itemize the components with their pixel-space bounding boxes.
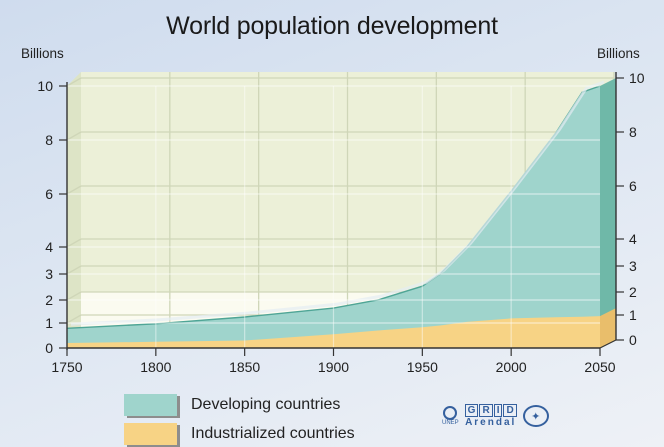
grid-letter: R (479, 404, 493, 417)
x-tick-label: 2050 (584, 359, 615, 375)
unep-emblem-icon (443, 406, 458, 420)
y-tick-label-left: 6 (45, 186, 53, 202)
y-tick-label-left: 2 (45, 292, 53, 308)
y-tick-label-left: 0 (45, 340, 53, 356)
y-axis-unit-left: Billions (21, 46, 64, 61)
x-tick-label: 1900 (318, 359, 349, 375)
area-industrialized (67, 316, 600, 348)
chart-title: World population development (166, 12, 498, 40)
x-tick-label: 1800 (140, 359, 171, 375)
y-axis-unit-right: Billions (597, 46, 640, 61)
area-side-industrialized (600, 308, 616, 348)
grid-letter: I (493, 404, 503, 417)
y-tick-label-right: 1 (629, 307, 637, 323)
y-tick-label-left: 1 (45, 315, 53, 331)
grid-letter: D (503, 404, 517, 417)
legend-label-developing: Developing countries (191, 396, 341, 413)
y-tick-label-right: 3 (629, 258, 637, 274)
y-tick-label-right: 0 (629, 332, 637, 348)
y-tick-label-left: 8 (45, 132, 53, 148)
y-tick-label-right: 8 (629, 124, 637, 140)
y-tick-label-left: 3 (45, 266, 53, 282)
x-tick-label: 1950 (407, 359, 438, 375)
legend-swatch-developing (124, 394, 177, 416)
legend-label-industrialized: Industrialized countries (191, 425, 355, 442)
unep-logo: UNEP (442, 406, 459, 426)
y-tick-label-right: 10 (629, 70, 645, 86)
grid-arendal-text: Arendal (465, 417, 517, 428)
area-side-developing (600, 78, 616, 348)
y-tick-label-right: 4 (629, 231, 637, 247)
data-areas (66, 78, 616, 348)
publisher-logos: UNEP G R I D Arendal ✦ (442, 404, 549, 428)
legend-item-developing: Developing countries (124, 393, 340, 417)
grid-letter: G (464, 404, 479, 417)
unep-logo-text: UNEP (442, 420, 459, 426)
area-developing (67, 86, 600, 348)
legend-swatch-industrialized (124, 423, 177, 445)
legend-item-industrialized: Industrialized countries (124, 422, 355, 446)
x-tick-label: 1750 (51, 359, 82, 375)
y-tick-label-right: 2 (629, 284, 637, 300)
y-tick-label-right: 6 (629, 178, 637, 194)
x-tick-label: 2000 (496, 359, 527, 375)
grid-arendal-logo: G R I D Arendal (464, 404, 517, 428)
y-tick-label-left: 4 (45, 239, 53, 255)
x-tick-label: 1850 (229, 359, 260, 375)
un-emblem-icon: ✦ (522, 405, 549, 427)
y-tick-label-left: 10 (37, 78, 53, 94)
axes: 0 1 2 3 4 6 8 10 0 1 2 3 4 6 8 10 1750 1800 1850 1900 1950 20… (37, 70, 644, 375)
